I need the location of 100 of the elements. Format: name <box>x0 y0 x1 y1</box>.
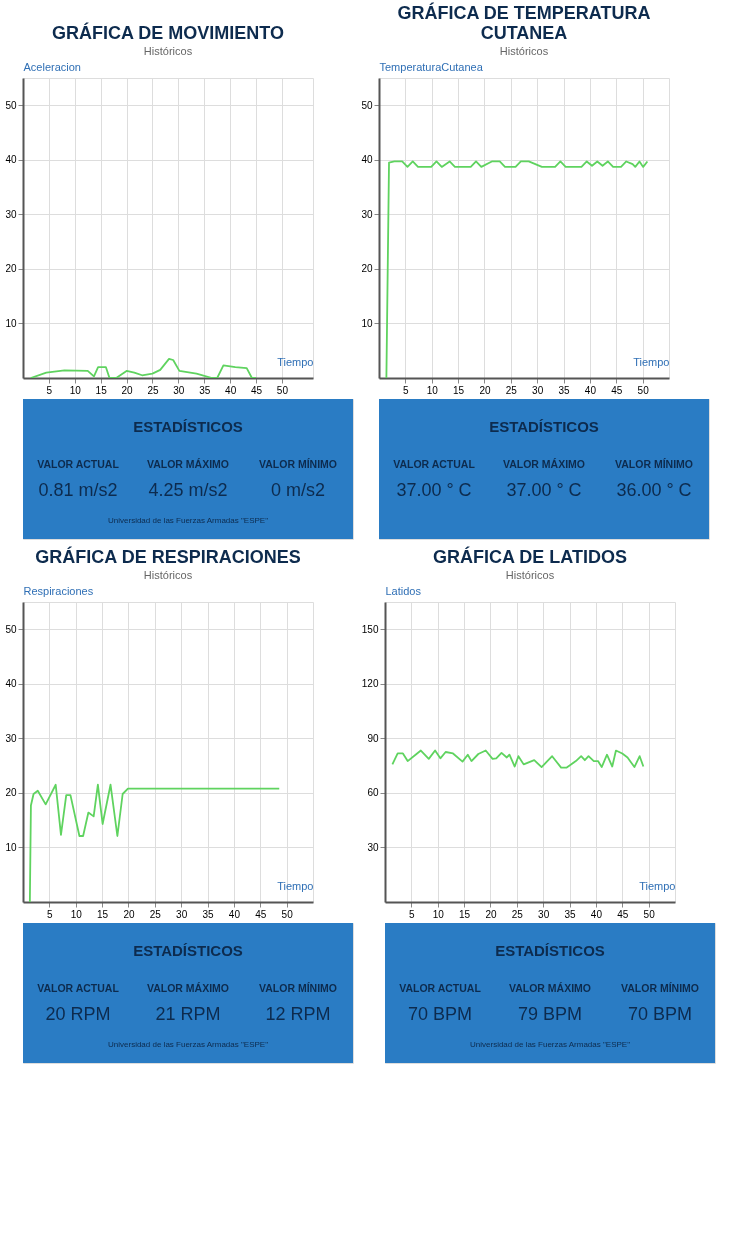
x-tick-label: 15 <box>95 384 108 396</box>
x-tick-label: 50 <box>281 908 294 920</box>
text: 12 RPM <box>265 1004 331 1024</box>
x-tick-label: 40 <box>225 384 237 396</box>
text: ESTADÍSTICOS <box>133 418 243 435</box>
text: VALOR MÁXIMO <box>508 982 592 994</box>
x-tick-label: 45 <box>255 908 267 920</box>
x-axis-title: Tiempo <box>277 355 314 368</box>
y-tick-label: 60 <box>367 787 379 799</box>
x-tick-label: 30 <box>538 908 550 920</box>
x-tick-label: 20 <box>123 908 135 920</box>
x-tick-label: 25 <box>147 384 159 396</box>
x-tick-label: 40 <box>584 384 597 396</box>
y-axis-title: Aceleracion <box>23 60 81 73</box>
y-tick-label: 30 <box>5 732 17 744</box>
y-tick-label: 10 <box>5 317 17 329</box>
x-tick-label: 45 <box>617 908 629 920</box>
text: 70 BPM <box>627 1004 693 1024</box>
y-tick-label: 20 <box>361 263 373 275</box>
x-tick-label: 35 <box>199 384 211 396</box>
line-series <box>391 749 645 769</box>
chart-title: GRÁFICA DE TEMPERATURA CUTANEA <box>397 2 651 43</box>
text: 21 RPM <box>155 1004 221 1024</box>
text: 37.00 ° C <box>396 480 472 500</box>
x-tick-label: 45 <box>250 384 263 396</box>
line-series <box>29 358 257 378</box>
x-axis-title: Tiempo <box>633 355 670 368</box>
y-tick-label: 40 <box>5 154 17 166</box>
y-tick-label: 20 <box>5 787 17 799</box>
text: 37.00 ° C <box>506 480 582 500</box>
y-tick-label: 30 <box>367 841 379 853</box>
text: 0.81 m/s2 <box>38 480 118 500</box>
x-tick-label: 20 <box>479 384 491 396</box>
text: VALOR MÁXIMO <box>146 458 230 470</box>
x-tick-label: 40 <box>590 908 603 920</box>
x-tick-label: 50 <box>637 384 650 396</box>
text: VALOR MÍNIMO <box>259 982 337 994</box>
x-tick-label: 50 <box>643 908 656 920</box>
x-tick-label: 5 <box>46 384 53 396</box>
y-tick-label: 10 <box>361 317 373 329</box>
text: 36.00 ° C <box>616 480 692 500</box>
x-tick-label: 30 <box>173 384 185 396</box>
x-tick-label: 40 <box>228 908 241 920</box>
text: Universidad de las Fuerzas Armadas "ESPE" <box>470 1040 631 1049</box>
text: 0 m/s2 <box>270 480 326 500</box>
text: ESTADÍSTICOS <box>489 418 599 435</box>
y-tick-label: 50 <box>5 623 17 635</box>
x-axis-title: Tiempo <box>639 879 676 892</box>
x-tick-label: 10 <box>70 908 83 920</box>
y-axis-title: Latidos <box>385 584 422 597</box>
text: VALOR MÁXIMO <box>502 458 586 470</box>
text: VALOR ACTUAL <box>393 458 476 470</box>
x-tick-label: 5 <box>47 908 54 920</box>
y-axis-title: Respiraciones <box>23 584 94 597</box>
x-tick-label: 15 <box>453 384 465 396</box>
x-tick-label: 15 <box>97 908 109 920</box>
chart-subtitle: Históricos <box>499 45 549 57</box>
x-tick-label: 50 <box>276 384 289 396</box>
text: Universidad de las Fuerzas Armadas "ESPE" <box>108 1040 269 1049</box>
x-tick-label: 5 <box>409 908 416 920</box>
x-tick-label: 25 <box>505 384 518 396</box>
text: 79 BPM <box>517 1004 583 1024</box>
x-tick-label: 25 <box>511 908 524 920</box>
y-tick-label: 50 <box>5 99 17 111</box>
y-tick-label: 40 <box>361 154 373 166</box>
text: ESTADÍSTICOS <box>495 942 605 959</box>
text: VALOR MÁXIMO <box>146 982 230 994</box>
x-tick-label: 10 <box>69 384 82 396</box>
text: Universidad de las Fuerzas Armadas "ESPE" <box>108 516 269 525</box>
text: VALOR ACTUAL <box>37 982 120 994</box>
text: VALOR MÍNIMO <box>621 982 699 994</box>
x-tick-label: 25 <box>149 908 162 920</box>
x-tick-label: 20 <box>121 384 134 396</box>
y-tick-label: 50 <box>361 99 373 111</box>
y-tick-label: 120 <box>361 678 379 690</box>
text: VALOR MÍNIMO <box>259 458 337 470</box>
text: 20 RPM <box>45 1004 111 1024</box>
y-tick-label: 10 <box>5 841 17 853</box>
x-tick-label: 15 <box>459 908 471 920</box>
chart-subtitle: Históricos <box>143 45 193 57</box>
x-tick-label: 35 <box>558 384 571 396</box>
chart-title: GRÁFICA DE MOVIMIENTO <box>51 22 285 43</box>
y-axis-title: TemperaturaCutanea <box>379 60 484 73</box>
chart-title: GRÁFICA DE RESPIRACIONES <box>35 546 301 567</box>
text: VALOR ACTUAL <box>399 982 482 994</box>
y-tick-label: 90 <box>367 732 379 744</box>
x-tick-label: 20 <box>485 908 497 920</box>
y-tick-label: 30 <box>5 208 17 220</box>
x-tick-label: 5 <box>403 384 410 396</box>
y-tick-label: 40 <box>5 678 17 690</box>
chart-title: GRÁFICA DE LATIDOS <box>433 546 627 567</box>
x-tick-label: 10 <box>432 908 445 920</box>
x-axis-title: Tiempo <box>277 879 314 892</box>
x-tick-label: 30 <box>532 384 544 396</box>
x-tick-label: 10 <box>426 384 439 396</box>
chart-subtitle: Históricos <box>143 569 193 581</box>
x-tick-label: 35 <box>564 908 577 920</box>
text: ESTADÍSTICOS <box>133 942 243 959</box>
x-tick-label: 45 <box>611 384 623 396</box>
chart-subtitle: Históricos <box>505 569 555 581</box>
